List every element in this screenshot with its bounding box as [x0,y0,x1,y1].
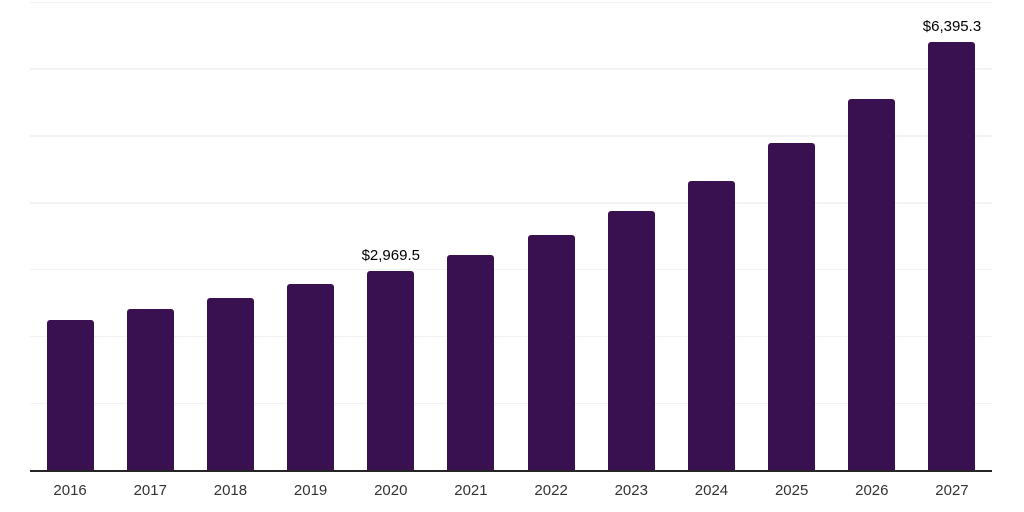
bar-2022 [527,234,575,470]
x-tick-label-2026: 2026 [855,482,889,499]
x-tick-label-2020: 2020 [374,482,408,499]
gridline-5000 [30,135,992,137]
x-axis-line [30,470,992,472]
bar-2020 [367,271,415,470]
bar-slot-2017: 2017 [110,2,190,498]
x-tick-label-2019: 2019 [293,482,328,499]
gridline-3000 [30,268,992,271]
bar-slot-2027: $6,395.3 2027 [912,2,992,498]
bars-container: 2016 2017 2018 2019 $2,969.5 2020 2021 2022 2023… [30,2,992,498]
x-tick-label-2022: 2022 [534,482,568,499]
x-tick-label-2021: 2021 [454,482,488,499]
x-tick-label-2016: 2016 [53,482,87,499]
bar-2016 [46,319,94,470]
gridline-2000 [30,335,992,338]
gridline-6000 [30,68,992,70]
bar-slot-2023: 2023 [591,2,671,498]
bar-slot-2026: 2026 [832,2,912,498]
bar-2018 [206,297,254,470]
bar-2021 [447,254,495,470]
bar-slot-2022: 2022 [511,2,591,498]
bar-slot-2016: 2016 [30,2,110,498]
bar-2023 [607,210,655,470]
gridline-7000 [30,1,992,3]
bar-2025 [768,142,816,470]
x-tick-label-2025: 2025 [774,482,809,499]
bar-slot-2024: 2024 [671,2,751,498]
x-tick-label-2017: 2017 [133,482,167,499]
bar-2019 [287,284,335,470]
bar-2027 [928,42,976,470]
data-label-2027: $6,395.3 [922,18,982,36]
x-tick-label-2023: 2023 [614,482,648,499]
data-label-2020: $2,969.5 [361,247,420,265]
bar-slot-2019: 2019 [271,2,351,498]
plot-area: 2016 2017 2018 2019 $2,969.5 2020 2021 2022 2023… [30,1,992,498]
bar-slot-2025: 2025 [752,2,832,498]
bar-slot-2018: 2018 [190,2,270,498]
bar-slot-2020: $2,969.5 2020 [351,2,431,498]
gridline-4000 [30,202,992,204]
bar-2017 [126,309,174,470]
x-tick-label-2018: 2018 [213,482,248,499]
bar-2024 [687,180,735,470]
bar-slot-2021: 2021 [431,2,511,498]
x-tick-label-2027: 2027 [935,482,969,499]
gridline-1000 [30,402,992,405]
x-tick-label-2024: 2024 [694,482,729,499]
bar-2026 [848,98,896,470]
